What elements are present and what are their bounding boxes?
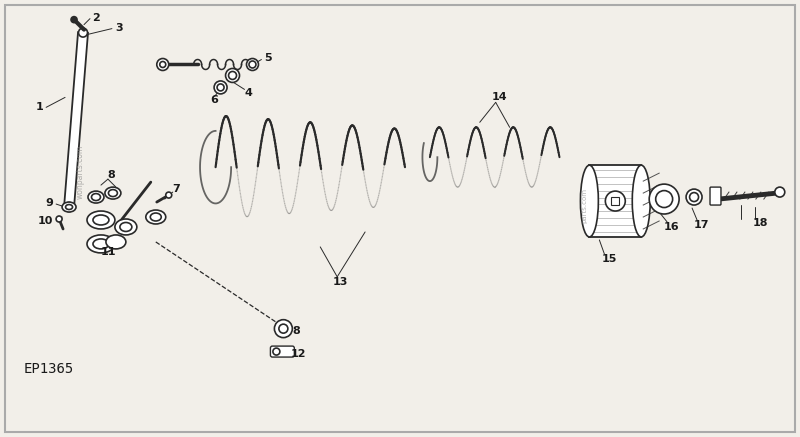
Ellipse shape (150, 213, 162, 221)
Text: 3: 3 (115, 23, 122, 33)
Ellipse shape (214, 81, 227, 94)
Circle shape (274, 320, 292, 338)
Ellipse shape (249, 61, 256, 68)
Text: 8: 8 (107, 170, 114, 180)
Circle shape (78, 28, 87, 37)
Text: 8: 8 (293, 326, 300, 336)
Text: 18: 18 (753, 218, 769, 228)
Circle shape (65, 203, 74, 212)
Circle shape (71, 17, 77, 23)
FancyBboxPatch shape (270, 346, 294, 357)
Text: 17: 17 (694, 220, 709, 230)
Ellipse shape (632, 165, 650, 237)
Ellipse shape (690, 193, 698, 201)
Circle shape (775, 187, 785, 197)
Ellipse shape (87, 235, 115, 253)
Text: 16: 16 (663, 222, 679, 232)
Ellipse shape (229, 72, 237, 80)
Text: 4: 4 (245, 88, 253, 98)
Ellipse shape (217, 84, 224, 91)
Ellipse shape (105, 187, 121, 199)
Ellipse shape (66, 205, 73, 209)
Ellipse shape (93, 215, 109, 225)
Ellipse shape (686, 189, 702, 205)
Text: 13: 13 (333, 277, 348, 287)
Text: 9: 9 (45, 198, 53, 208)
Circle shape (157, 59, 169, 70)
Ellipse shape (88, 191, 104, 203)
Ellipse shape (226, 69, 239, 83)
Circle shape (56, 216, 62, 222)
Ellipse shape (650, 184, 679, 214)
Text: wonparts.com: wonparts.com (76, 145, 85, 199)
Ellipse shape (581, 165, 598, 237)
Text: 12: 12 (290, 349, 306, 359)
Circle shape (166, 192, 172, 198)
Ellipse shape (120, 222, 132, 232)
Text: 11: 11 (101, 247, 117, 257)
Text: EP1365: EP1365 (24, 361, 74, 375)
Ellipse shape (146, 210, 166, 224)
Text: 6: 6 (210, 95, 218, 105)
Ellipse shape (109, 190, 118, 197)
Ellipse shape (656, 191, 673, 208)
Text: 5: 5 (265, 52, 272, 62)
Circle shape (273, 348, 280, 355)
Circle shape (606, 191, 626, 211)
Ellipse shape (106, 235, 126, 249)
Text: 14: 14 (492, 92, 507, 102)
Ellipse shape (62, 202, 76, 212)
Circle shape (160, 62, 166, 67)
Text: 10: 10 (38, 216, 53, 226)
Ellipse shape (246, 59, 258, 70)
Text: parts.com: parts.com (582, 188, 587, 223)
Circle shape (279, 324, 288, 333)
Ellipse shape (93, 239, 109, 249)
Text: 7: 7 (172, 184, 179, 194)
Text: 1: 1 (35, 102, 43, 112)
Ellipse shape (115, 219, 137, 235)
Ellipse shape (91, 194, 101, 201)
FancyBboxPatch shape (710, 187, 721, 205)
Ellipse shape (87, 211, 115, 229)
FancyBboxPatch shape (611, 197, 619, 205)
Text: 2: 2 (92, 13, 100, 23)
Text: 15: 15 (602, 254, 617, 264)
FancyBboxPatch shape (590, 165, 642, 237)
Polygon shape (64, 32, 88, 208)
